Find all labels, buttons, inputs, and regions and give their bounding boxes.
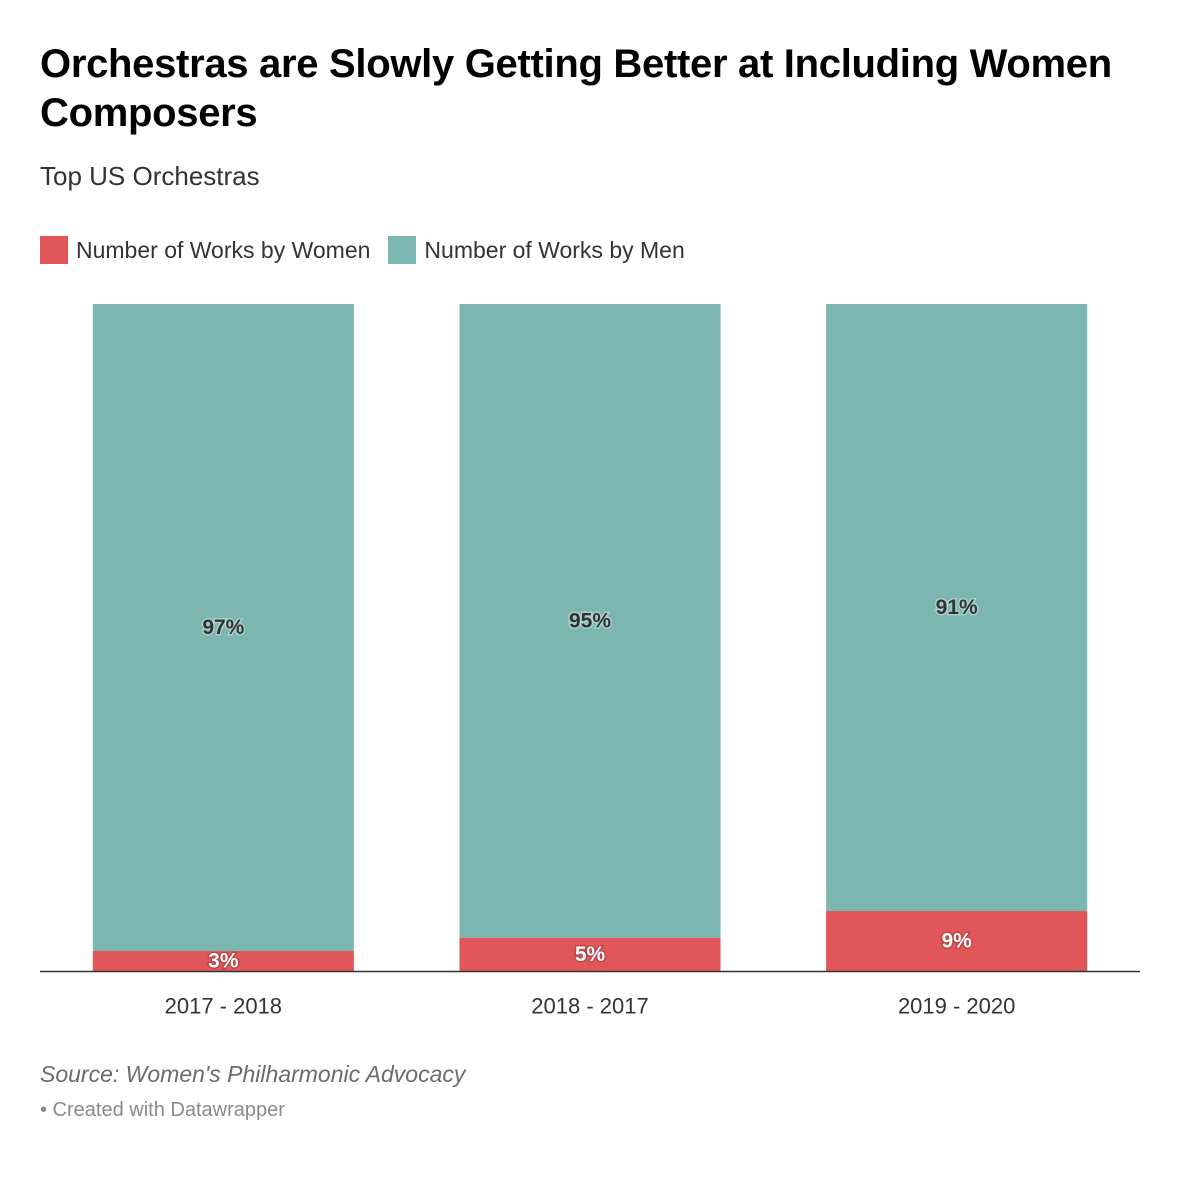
legend-label-men: Number of Works by Men xyxy=(424,237,685,263)
bar-men-3 xyxy=(826,304,1088,911)
bar-men-2 xyxy=(459,304,721,938)
data-label-men-3: 91% xyxy=(936,596,978,619)
bar-men-1 xyxy=(92,304,354,951)
legend-label-women: Number of Works by Women xyxy=(76,237,371,263)
chart-subtitle: Top US Orchestras xyxy=(40,161,260,191)
legend-item-men: Number of Works by Men xyxy=(388,235,685,265)
source-note: Source: Women's Philharmonic Advocacy xyxy=(40,1061,466,1087)
data-label-men-2: 95% xyxy=(569,609,611,632)
x-tick-label-1: 2017 - 2018 xyxy=(165,994,282,1019)
bar-women-3 xyxy=(826,910,1088,971)
credit-note: • Created with Datawrapper xyxy=(40,1099,285,1121)
data-label-women-1: 3% xyxy=(208,950,239,973)
bar-women-2 xyxy=(459,937,721,971)
x-tick-label-3: 2019 - 2020 xyxy=(898,994,1015,1019)
chart-title: Orchestras are Slowly Getting Better at … xyxy=(40,42,1112,135)
data-label-women-2: 5% xyxy=(575,943,606,966)
x-tick-label-2: 2018 - 2017 xyxy=(531,994,648,1019)
bar-women-1 xyxy=(92,950,354,971)
data-label-men-1: 97% xyxy=(202,616,244,639)
legend-swatch-men xyxy=(388,236,417,264)
legend-swatch-women xyxy=(40,236,68,264)
legend-item-women: Number of Works by Women xyxy=(40,235,370,265)
legend: Number of Works by Women Number of Works… xyxy=(40,234,703,266)
data-label-women-3: 9% xyxy=(941,929,972,952)
